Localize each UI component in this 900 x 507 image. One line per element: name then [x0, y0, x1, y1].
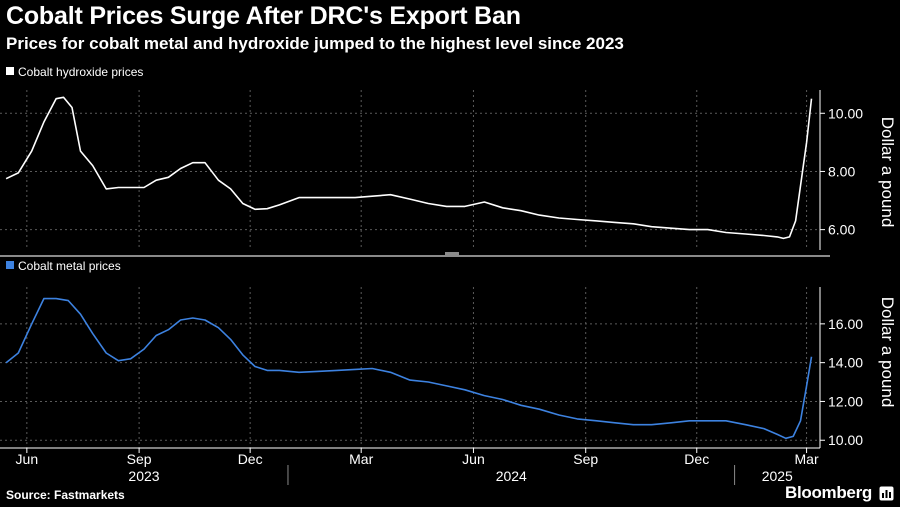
- legend-label-2: Cobalt metal prices: [18, 259, 121, 273]
- year-label-3: 2025: [762, 468, 793, 484]
- series-line-1: [5, 96, 813, 240]
- xtick-label-1: Jun: [16, 451, 39, 467]
- year-label-2: 2024: [496, 468, 527, 484]
- ytick-label-2-1: 10.00: [828, 432, 863, 448]
- source-note: Source: Fastmarkets: [6, 488, 125, 502]
- bloomberg-terminal-icon: [879, 486, 894, 501]
- ytick-label-2-3: 14.00: [828, 355, 863, 371]
- ytick-label-1-2: 8.00: [828, 163, 855, 179]
- y-axis-label-2: Dollar a pound: [878, 297, 897, 408]
- series-line-2: [5, 297, 813, 440]
- year-label-1: 2023: [128, 468, 159, 484]
- chart-subtitle: Prices for cobalt metal and hydroxide ju…: [6, 34, 624, 53]
- ytick-label-2-2: 12.00: [828, 393, 863, 409]
- ytick-label-1-3: 10.00: [828, 105, 863, 121]
- xtick-label-3: Dec: [238, 451, 263, 467]
- xtick-label-5: Jun: [462, 451, 485, 467]
- legend-key-2: [6, 261, 14, 269]
- y-axis-label-1: Dollar a pound: [878, 117, 897, 228]
- xtick-label-7: Dec: [684, 451, 709, 467]
- ytick-label-1-1: 6.00: [828, 222, 855, 238]
- brand-logo: Bloomberg: [784, 483, 872, 502]
- legend-label-1: Cobalt hydroxide prices: [18, 65, 143, 79]
- chart-title: Cobalt Prices Surge After DRC's Export B…: [6, 2, 521, 30]
- xtick-label-8: Mar: [795, 451, 819, 467]
- legend-key-1: [6, 67, 14, 75]
- ytick-label-2-4: 16.00: [828, 316, 863, 332]
- xtick-label-4: Mar: [349, 451, 373, 467]
- xtick-label-2: Sep: [127, 451, 152, 467]
- panel-divider-handle: [445, 252, 459, 255]
- xtick-label-6: Sep: [573, 451, 598, 467]
